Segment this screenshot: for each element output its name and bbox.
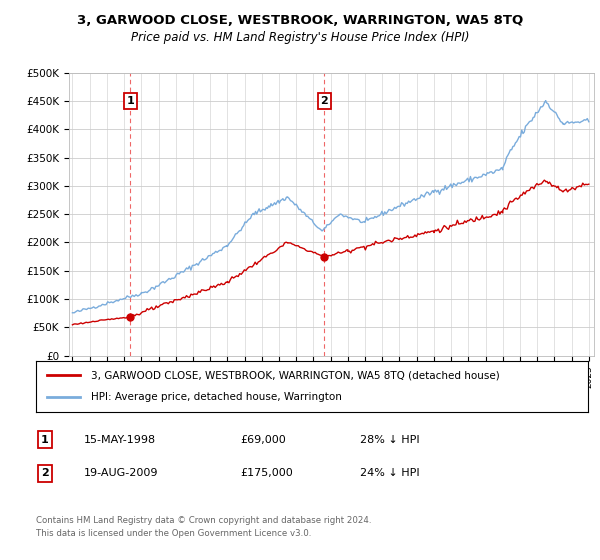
Text: 2: 2 [41, 468, 49, 478]
Text: 15-MAY-1998: 15-MAY-1998 [84, 435, 156, 445]
Text: 1: 1 [127, 96, 134, 106]
Text: £175,000: £175,000 [240, 468, 293, 478]
Text: £69,000: £69,000 [240, 435, 286, 445]
Text: 24% ↓ HPI: 24% ↓ HPI [360, 468, 419, 478]
Text: Price paid vs. HM Land Registry's House Price Index (HPI): Price paid vs. HM Land Registry's House … [131, 31, 469, 44]
Text: HPI: Average price, detached house, Warrington: HPI: Average price, detached house, Warr… [91, 393, 342, 403]
Text: This data is licensed under the Open Government Licence v3.0.: This data is licensed under the Open Gov… [36, 529, 311, 538]
Text: 2: 2 [320, 96, 328, 106]
Text: 1: 1 [41, 435, 49, 445]
Text: 19-AUG-2009: 19-AUG-2009 [84, 468, 158, 478]
Text: 28% ↓ HPI: 28% ↓ HPI [360, 435, 419, 445]
Text: Contains HM Land Registry data © Crown copyright and database right 2024.: Contains HM Land Registry data © Crown c… [36, 516, 371, 525]
Text: 3, GARWOOD CLOSE, WESTBROOK, WARRINGTON, WA5 8TQ: 3, GARWOOD CLOSE, WESTBROOK, WARRINGTON,… [77, 14, 523, 27]
Text: 3, GARWOOD CLOSE, WESTBROOK, WARRINGTON, WA5 8TQ (detached house): 3, GARWOOD CLOSE, WESTBROOK, WARRINGTON,… [91, 370, 500, 380]
